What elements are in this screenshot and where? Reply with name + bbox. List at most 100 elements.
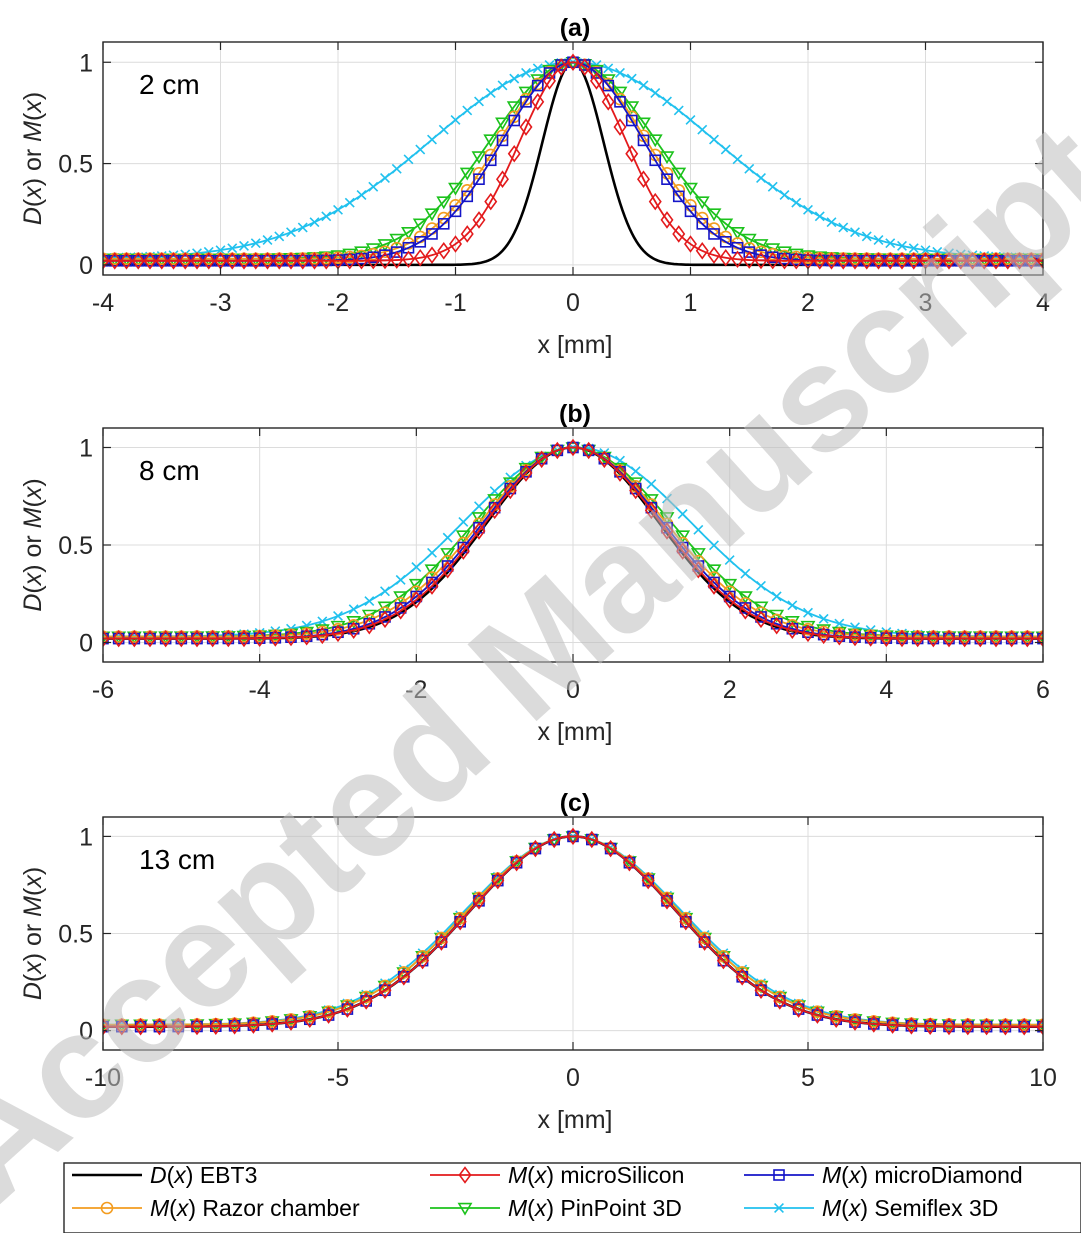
- data-point-microsilicon: [284, 252, 298, 270]
- data-point-microsilicon: [810, 1006, 824, 1024]
- data-point-microsilicon: [679, 912, 693, 931]
- data-point-semiflex: [297, 222, 308, 233]
- data-point-microsilicon: [864, 629, 878, 647]
- data-point-semiflex: [395, 574, 406, 585]
- x-tick-label: 4: [1036, 289, 1050, 317]
- x-tick-label: 5: [801, 1064, 815, 1092]
- plot-area: [103, 438, 1043, 648]
- data-point-microsilicon: [738, 602, 752, 620]
- x-axis-label: x [mm]: [538, 331, 613, 359]
- y-tick-label: 0.5: [58, 151, 93, 179]
- data-point-microsilicon: [716, 951, 730, 970]
- data-point-semiflex: [333, 204, 343, 215]
- data-point-pinpoint: [737, 591, 753, 605]
- data-point-microsilicon: [190, 1017, 204, 1036]
- data-point-microsilicon: [980, 1017, 994, 1036]
- data-point-microsilicon: [778, 251, 791, 270]
- data-point-microsilicon: [848, 252, 862, 270]
- legend-item-microdiamond: M(x) microDiamond: [744, 1162, 1023, 1188]
- data-point-semiflex: [450, 114, 461, 125]
- data-point-microsilicon: [394, 602, 408, 620]
- x-tick-label: -2: [405, 676, 427, 704]
- data-point-microdiamond: [414, 236, 427, 248]
- data-point-microsilicon: [590, 72, 603, 90]
- data-point-microsilicon: [879, 629, 893, 648]
- data-point-semiflex: [348, 604, 359, 615]
- data-point-pinpoint: [636, 117, 651, 131]
- data-point-microsilicon: [1024, 252, 1038, 270]
- y-tick-label: 0: [79, 252, 93, 280]
- data-point-pinpoint: [671, 167, 687, 181]
- data-point-semiflex: [638, 80, 649, 91]
- data-point-microdiamond: [473, 173, 485, 185]
- data-point-semiflex: [814, 211, 825, 222]
- data-point-microsilicon: [836, 252, 850, 270]
- data-point-microsilicon: [848, 628, 862, 647]
- data-point-semiflex: [532, 63, 543, 74]
- data-point-microdiamond: [520, 96, 532, 108]
- data-point-microsilicon: [190, 252, 204, 270]
- data-point-pinpoint: [471, 512, 487, 525]
- data-point-microsilicon: [961, 1017, 975, 1036]
- data-point-microsilicon: [413, 248, 427, 267]
- data-point-semiflex: [673, 105, 684, 116]
- data-point-microsilicon: [112, 629, 126, 648]
- data-point-semiflex: [677, 509, 688, 519]
- data-point-microsilicon: [362, 616, 376, 635]
- data-point-microsilicon: [425, 577, 439, 595]
- data-point-pinpoint: [401, 226, 416, 240]
- data-point-microsilicon: [528, 839, 542, 858]
- data-point-microsilicon: [535, 450, 549, 469]
- data-point-pinpoint: [706, 208, 722, 222]
- data-point-microsilicon: [1020, 629, 1034, 648]
- legend-marker: [100, 1201, 114, 1215]
- data-point-pinpoint: [777, 246, 792, 260]
- data-point-semiflex: [274, 231, 285, 242]
- data-point-microsilicon: [300, 627, 314, 646]
- data-point-microsilicon: [103, 629, 110, 648]
- data-point-pinpoint: [393, 591, 409, 605]
- data-point-semiflex: [317, 616, 328, 627]
- data-point-microsilicon: [895, 252, 909, 270]
- data-point-microsilicon: [977, 252, 991, 270]
- x-axis-label: x [mm]: [538, 1106, 613, 1134]
- data-point-pinpoint: [412, 218, 428, 232]
- data-point-semiflex: [791, 197, 802, 208]
- data-point-microsilicon: [103, 252, 110, 270]
- data-point-semiflex: [509, 73, 520, 84]
- data-point-microsilicon: [1036, 252, 1043, 270]
- data-point-microsilicon: [707, 577, 721, 595]
- data-point-microsilicon: [416, 951, 430, 970]
- data-point-microsilicon: [867, 1015, 881, 1033]
- data-point-pinpoint: [694, 196, 710, 210]
- chart-title: (b): [559, 400, 591, 428]
- data-point-microsilicon: [127, 629, 141, 648]
- data-point-microsilicon: [261, 252, 274, 270]
- data-point-microsilicon: [460, 225, 474, 243]
- data-point-semiflex: [344, 197, 355, 208]
- data-point-semiflex: [368, 181, 379, 192]
- data-point-semiflex: [787, 600, 798, 611]
- x-tick-label: 2: [801, 289, 815, 317]
- data-point-microdiamond: [684, 205, 697, 218]
- plot-area: [103, 827, 1043, 1036]
- x-tick-label: -2: [327, 289, 349, 317]
- data-point-semiflex: [693, 524, 704, 535]
- data-point-microsilicon: [989, 629, 1003, 648]
- data-point-microdiamond: [637, 134, 650, 147]
- data-point-microsilicon: [202, 252, 216, 270]
- data-point-semiflex: [521, 67, 531, 78]
- data-point-pinpoint: [647, 134, 663, 148]
- data-point-pinpoint: [690, 548, 706, 561]
- data-point-semiflex: [920, 245, 931, 256]
- legend-marker: [458, 1166, 472, 1184]
- data-point-pinpoint: [459, 167, 475, 181]
- data-point-microsilicon: [942, 1017, 956, 1036]
- data-point-semiflex: [697, 124, 708, 135]
- data-point-microsilicon: [390, 251, 404, 269]
- data-point-microsilicon: [817, 626, 831, 645]
- data-point-microsilicon: [860, 252, 874, 270]
- data-point-microdiamond: [649, 154, 662, 167]
- data-point-pinpoint: [741, 233, 757, 247]
